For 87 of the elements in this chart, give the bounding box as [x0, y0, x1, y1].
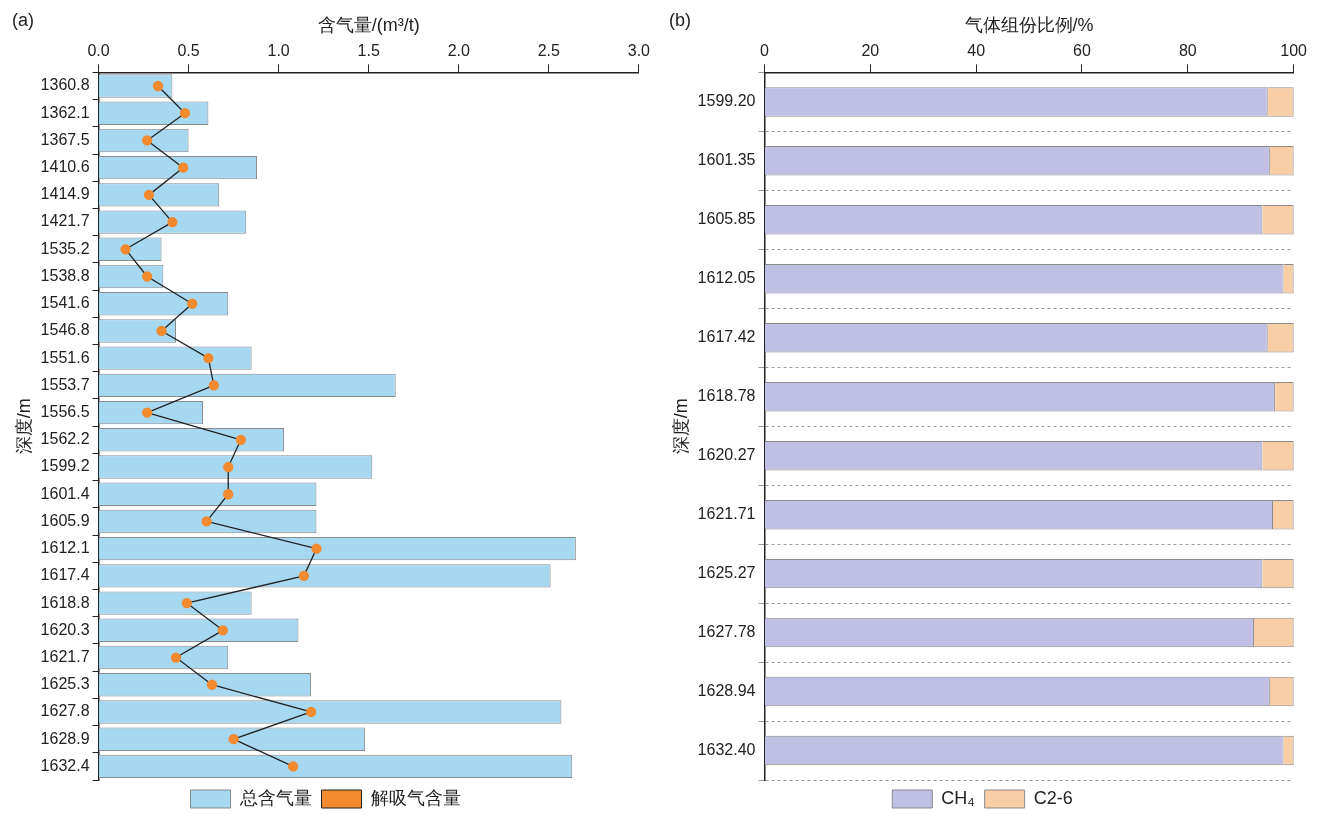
y-tick-label: 1620.27: [697, 446, 756, 464]
x-tick-label: 0: [759, 42, 769, 60]
point: [206, 679, 218, 690]
y-tick-label: 1618.78: [697, 387, 756, 405]
x-tick-label: 1.0: [267, 42, 290, 60]
y-tick-label: 1556.5: [40, 403, 90, 420]
point: [217, 625, 228, 636]
point: [142, 407, 153, 418]
y-tick-label: 1367.5: [40, 130, 90, 148]
point: [287, 761, 299, 772]
x-axis-title: 气体组份比例/%: [964, 15, 1094, 36]
point: [120, 244, 131, 255]
point: [142, 135, 153, 146]
y-tick-label: 1535.2: [40, 239, 90, 257]
chart-title: (b): [669, 9, 691, 30]
y-tick-label: 1541.6: [40, 294, 90, 312]
y-tick-label: 1617.42: [697, 328, 756, 346]
y-axis-title: 深度/m: [13, 398, 34, 455]
point: [223, 489, 234, 500]
x-tick-label: 40: [967, 42, 986, 60]
chart-title: (a): [12, 9, 34, 30]
y-tick-label: 1605.9: [40, 511, 90, 529]
point: [208, 380, 219, 391]
y-tick-label: 1421.7: [40, 212, 90, 230]
legend-label: C2-6: [1033, 787, 1073, 808]
point: [298, 570, 310, 582]
point: [203, 353, 214, 364]
point: [181, 597, 192, 609]
point: [178, 162, 189, 173]
legend-label: CH₄: [941, 787, 975, 808]
y-tick-label: 1620.3: [40, 620, 90, 638]
x-axis-title: 含气量/(m³/t): [317, 15, 420, 36]
point: [223, 461, 234, 473]
y-tick-label: 1625.27: [697, 564, 756, 582]
point: [228, 734, 239, 745]
y-tick-label: 1627.8: [40, 702, 90, 720]
x-tick-label: 100: [1280, 42, 1308, 60]
x-tick-label: 0.0: [87, 42, 110, 60]
y-tick-label: 1601.4: [40, 484, 90, 502]
x-tick-label: 60: [1073, 42, 1091, 60]
y-tick-label: 1553.7: [40, 375, 90, 393]
x-tick-label: 2.5: [537, 42, 561, 60]
y-tick-label: 1546.8: [40, 321, 90, 339]
y-tick-label: 1617.4: [40, 566, 90, 584]
y-tick-label: 1605.85: [697, 210, 756, 228]
y-tick-label: 1621.71: [697, 505, 756, 523]
y-axis-title: 深度/m: [670, 398, 691, 455]
y-tick-label: 1551.6: [40, 348, 90, 366]
point: [170, 652, 182, 663]
x-tick-label: 0.5: [177, 42, 200, 60]
point: [156, 325, 167, 337]
point: [179, 108, 191, 119]
x-tick-label: 20: [861, 42, 880, 60]
point: [143, 189, 155, 201]
point: [187, 298, 198, 309]
y-tick-label: 1538.8: [40, 266, 90, 284]
point: [235, 434, 246, 445]
x-tick-label: 2.0: [447, 42, 470, 60]
x-tick-label: 3.0: [627, 42, 651, 60]
point: [201, 516, 212, 527]
y-tick-label: 1601.35: [697, 151, 756, 169]
y-tick-label: 1562.2: [40, 430, 90, 448]
x-tick-label: 1.5: [357, 42, 380, 60]
y-tick-label: 1599.20: [697, 92, 756, 110]
y-tick-label: 1410.6: [40, 158, 90, 176]
legend-label: 总含气量: [238, 787, 312, 808]
y-tick-label: 1612.1: [40, 539, 90, 557]
y-tick-label: 1599.2: [40, 457, 90, 475]
y-tick-label: 1627.78: [697, 622, 756, 640]
legend-label: 解吸气含量: [370, 787, 461, 808]
y-tick-label: 1632.4: [40, 756, 90, 774]
y-tick-label: 1628.94: [697, 681, 756, 699]
x-tick-label: 80: [1178, 42, 1197, 60]
point: [311, 543, 322, 554]
y-tick-label: 1360.8: [40, 76, 90, 94]
y-tick-label: 1362.1: [40, 103, 90, 121]
point: [142, 271, 153, 282]
y-tick-label: 1612.05: [697, 269, 756, 287]
y-tick-label: 1625.3: [40, 675, 90, 693]
y-tick-label: 1632.40: [697, 740, 756, 758]
point: [152, 80, 164, 92]
point: [305, 706, 317, 718]
y-tick-label: 1414.9: [40, 185, 90, 203]
y-tick-label: 1621.7: [40, 647, 90, 665]
point: [167, 216, 178, 228]
y-tick-label: 1618.8: [40, 593, 90, 611]
y-tick-label: 1628.9: [40, 729, 90, 747]
